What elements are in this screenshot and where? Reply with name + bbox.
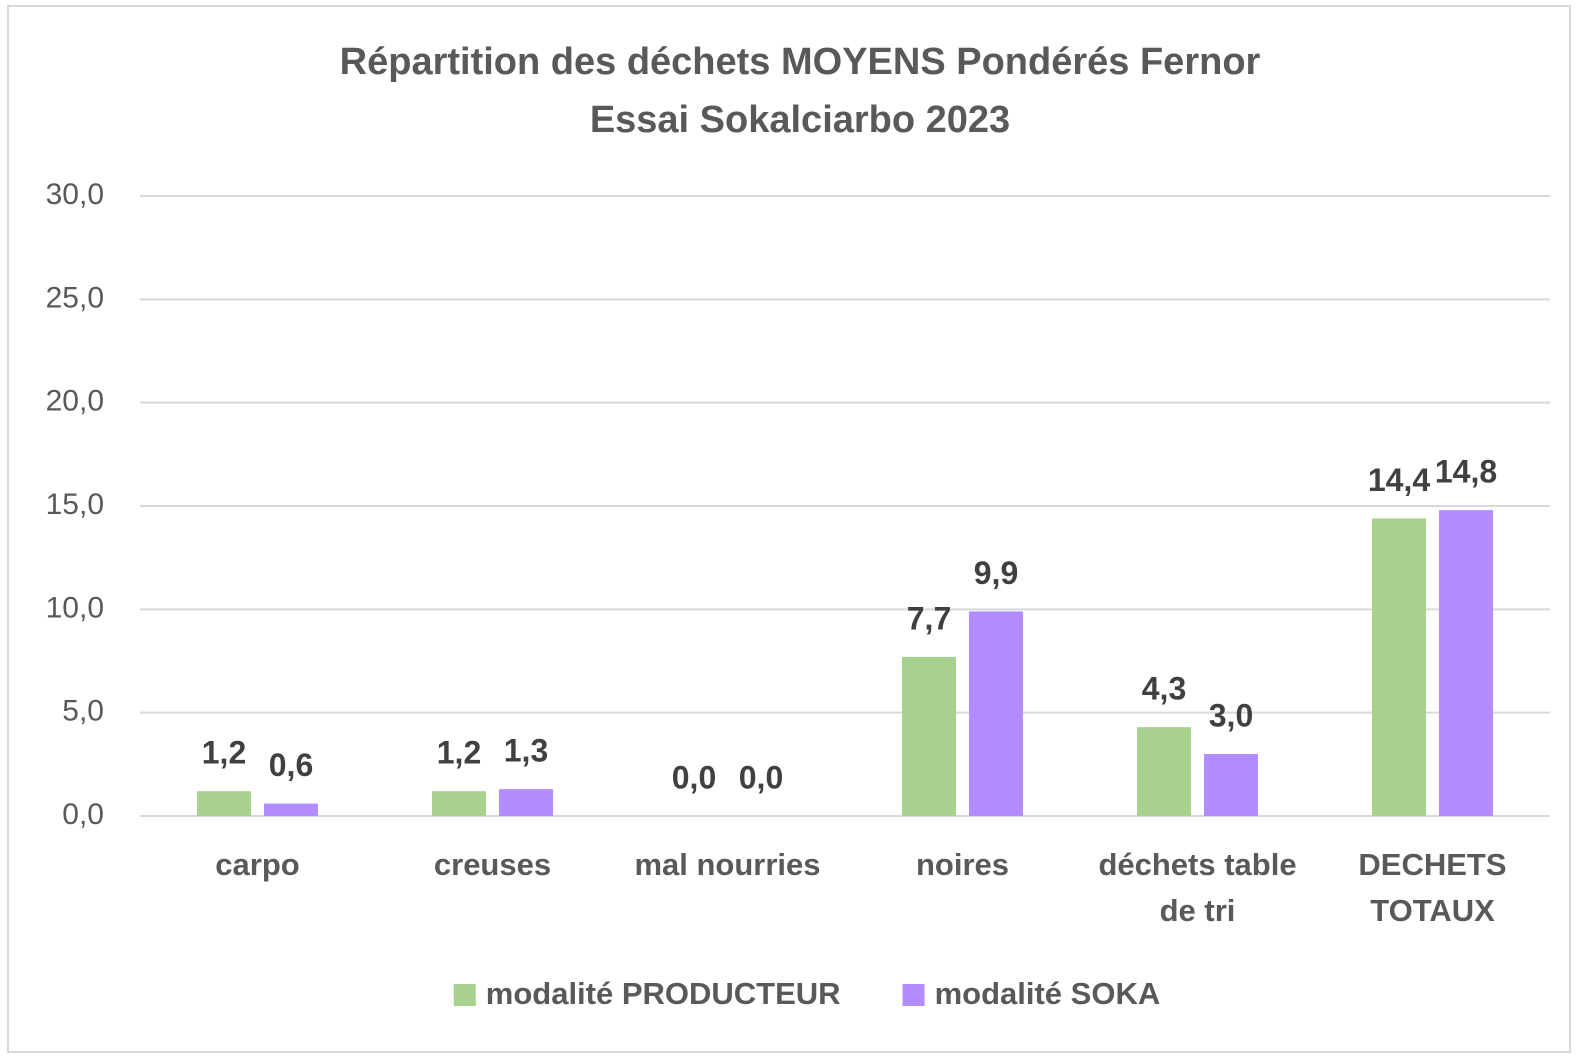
legend-label: modalité PRODUCTEUR	[486, 976, 841, 1011]
y-tick-label: 15,0	[46, 488, 104, 521]
data-label: 0,0	[739, 759, 783, 795]
y-tick-label: 25,0	[46, 281, 104, 314]
data-label: 0,0	[672, 759, 716, 795]
y-tick-label: 10,0	[46, 591, 104, 624]
bar	[1137, 727, 1191, 816]
data-label: 0,6	[269, 747, 313, 783]
bar	[197, 791, 251, 816]
x-tick-label: noires	[915, 847, 1010, 882]
x-tick-label: DECHETS TOTAUX	[1358, 847, 1507, 928]
data-label: 3,0	[1209, 697, 1253, 733]
chart-frame	[7, 5, 1571, 1053]
x-tick-label-box: creuses	[433, 847, 552, 882]
x-tick-label: carpo	[215, 847, 300, 882]
chart-title: Répartition des déchets MOYENS Pondérés …	[340, 41, 1261, 83]
data-label: 1,3	[504, 733, 548, 769]
bar	[264, 803, 318, 816]
bar	[969, 611, 1023, 816]
y-tick-label: 5,0	[62, 695, 104, 728]
bar	[499, 789, 553, 816]
bar	[432, 791, 486, 816]
y-tick-label: 30,0	[46, 178, 104, 211]
data-label: 1,2	[437, 735, 481, 771]
bar	[1204, 754, 1258, 816]
bar	[1372, 518, 1426, 816]
y-tick-label: 0,0	[62, 798, 104, 831]
x-tick-label: déchets table de tri	[1098, 847, 1297, 928]
x-tick-label: mal nourries	[634, 847, 821, 882]
data-label: 4,3	[1142, 671, 1186, 707]
x-tick-label-box: DECHETS TOTAUX	[1358, 847, 1507, 928]
x-tick-label-box: mal nourries	[634, 847, 821, 882]
legend-swatch	[453, 984, 476, 1006]
x-tick-label-box: carpo	[215, 847, 300, 882]
legend: modalité PRODUCTEUR modalité SOKA	[453, 976, 1161, 1011]
y-tick-label: 20,0	[46, 385, 104, 418]
x-tick-label-box: noires	[915, 847, 1010, 882]
legend-swatch	[902, 984, 925, 1006]
bar	[1439, 510, 1493, 816]
bar	[902, 656, 956, 816]
legend-label: modalité SOKA	[935, 976, 1161, 1011]
data-label: 7,7	[907, 600, 951, 636]
data-label: 14,4	[1368, 462, 1430, 498]
x-tick-label: creuses	[433, 847, 552, 882]
data-label: 1,2	[202, 735, 246, 771]
chart-subtitle: Essai Sokalciarbo 2023	[590, 99, 1010, 141]
data-label: 14,8	[1435, 454, 1497, 490]
data-label: 9,9	[974, 555, 1018, 591]
x-tick-label-box: déchets table de tri	[1098, 847, 1297, 928]
